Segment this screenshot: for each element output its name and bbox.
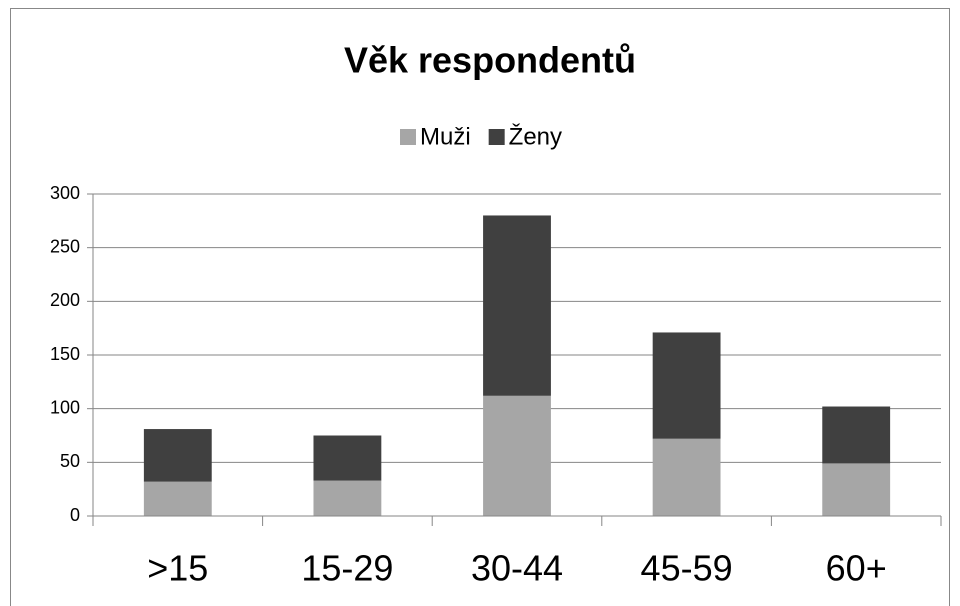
bar-segment — [822, 463, 891, 516]
bar-segment — [313, 435, 382, 481]
legend-swatch — [488, 129, 505, 145]
chart-title: Věk respondentů — [344, 40, 636, 81]
x-tick-label: 45-59 — [641, 548, 733, 589]
bar-segment — [483, 395, 551, 516]
bar-segment — [483, 215, 551, 396]
bar-segment — [143, 429, 212, 482]
y-tick-label: 300 — [50, 183, 80, 203]
bar-segment — [143, 481, 212, 516]
y-tick-label: 0 — [70, 505, 80, 525]
y-tick-label: 50 — [60, 451, 80, 471]
bar-segment — [822, 406, 891, 464]
legend-label: Ženy — [509, 123, 562, 150]
x-tick-label: 30-44 — [471, 548, 563, 589]
y-tick-label: 100 — [50, 397, 80, 417]
x-tick-label: 60+ — [826, 548, 887, 589]
legend-label: Muži — [420, 123, 471, 150]
legend-swatch — [400, 129, 416, 145]
x-tick-label: >15 — [147, 548, 208, 589]
bar-segment — [652, 332, 721, 439]
x-tick-label: 15-29 — [301, 548, 393, 589]
y-tick-label: 250 — [50, 236, 80, 256]
y-tick-label: 150 — [50, 344, 80, 364]
y-tick-label: 200 — [50, 290, 80, 310]
bar-segment — [652, 438, 721, 516]
bar-segment — [313, 480, 382, 516]
